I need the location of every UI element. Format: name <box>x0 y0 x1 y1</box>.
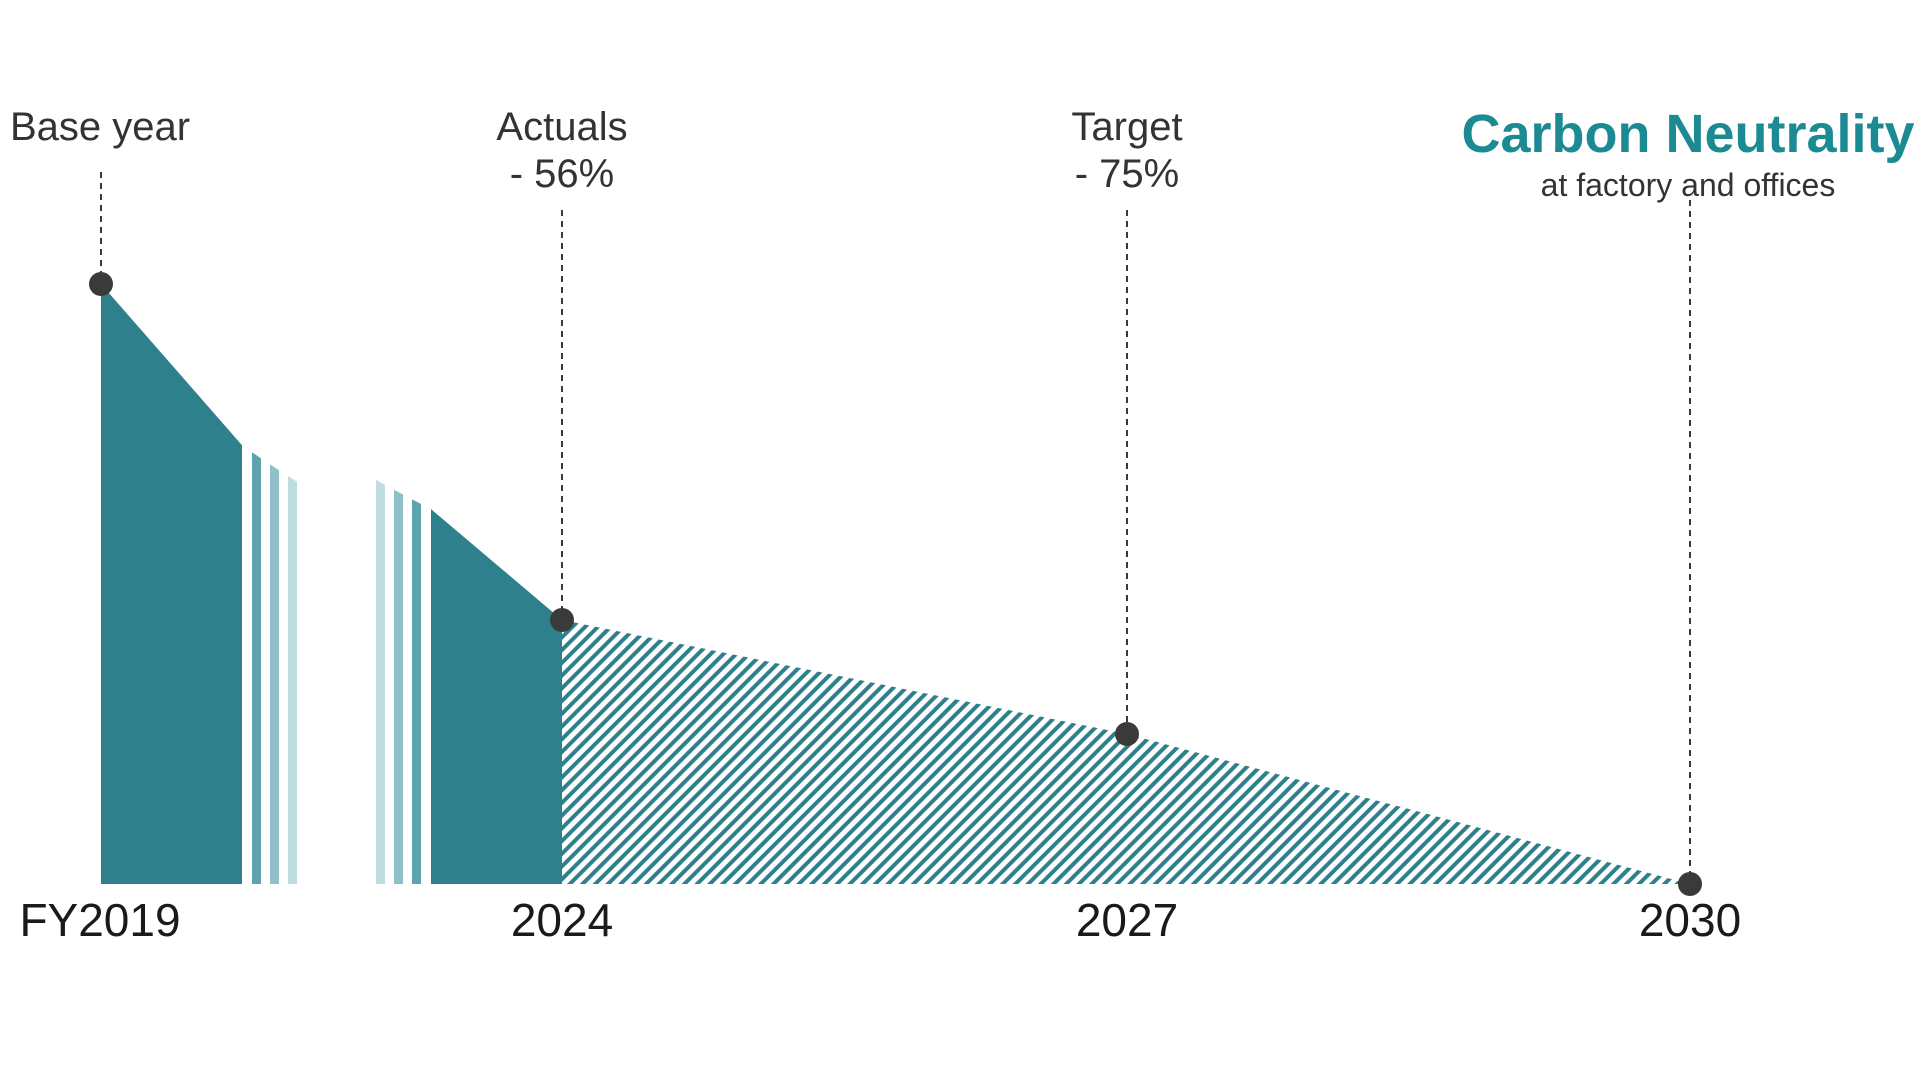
data-point-marker-2024 <box>550 608 574 632</box>
annotation-value-2024: - 56% <box>510 152 615 196</box>
x-tick-label-2030: 2030 <box>1639 894 1741 946</box>
chart-subtitle: at factory and offices <box>1541 167 1836 203</box>
area-break-strip-left-1 <box>252 452 261 884</box>
area-hatched-projection <box>562 620 1690 884</box>
area-break-strip-right-2 <box>394 489 403 884</box>
x-tick-label-fy2019: FY2019 <box>19 894 180 946</box>
data-point-marker-2027 <box>1115 722 1139 746</box>
annotation-value-2027: - 75% <box>1075 152 1180 196</box>
annotation-label-fy2019: Base year <box>10 105 190 149</box>
x-tick-label-2027: 2027 <box>1076 894 1178 946</box>
area-solid-right <box>431 509 562 884</box>
annotation-label-2024: Actuals <box>496 105 627 149</box>
leader-lines-layer <box>100 172 1691 884</box>
annotation-label-2027: Target <box>1071 105 1182 149</box>
markers-layer <box>89 272 1702 896</box>
chart-title: Carbon Neutrality <box>1461 104 1914 164</box>
area-solid-left <box>101 284 242 884</box>
area-break-strip-right-3 <box>412 499 421 884</box>
labels-layer: Carbon Neutrality at factory and offices… <box>10 104 1915 946</box>
area-break-strip-left-2 <box>270 464 279 884</box>
area-break-strip-left-3 <box>288 476 297 884</box>
data-point-marker-fy2019 <box>89 272 113 296</box>
area-layer <box>101 284 1690 884</box>
area-break-strip-right-1 <box>376 479 385 884</box>
x-tick-label-2024: 2024 <box>511 894 613 946</box>
data-point-marker-2030 <box>1678 872 1702 896</box>
